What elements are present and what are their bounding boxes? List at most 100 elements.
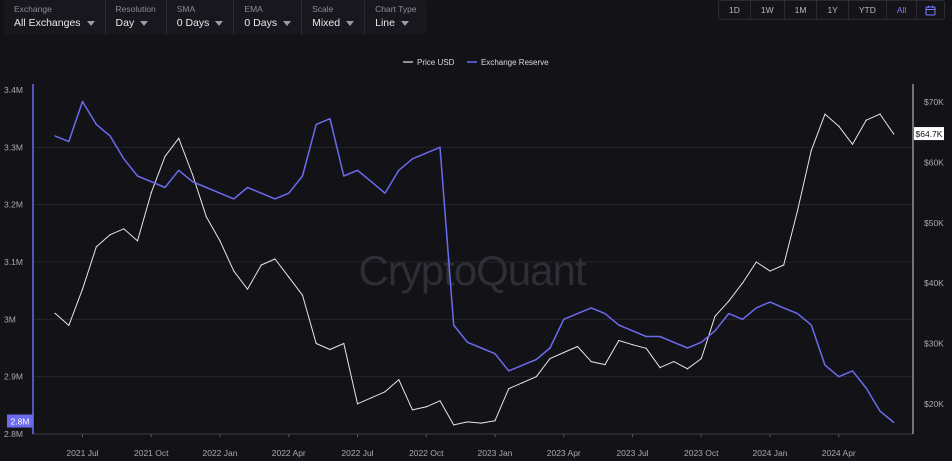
x-axis-tick: 2022 Apr [272,448,306,458]
price-usd-point [411,409,414,411]
exchange-reserve-point [68,141,70,143]
price-usd-point [123,228,125,230]
exchange-reserve-point [563,318,565,320]
price-usd-point [54,312,56,314]
range-all-button[interactable]: All [887,1,918,19]
chart-type-value: Line [375,17,395,29]
x-axis-tick: 2022 Oct [409,448,444,458]
exchange-reserve-point [260,192,262,194]
price-usd-point [604,363,606,366]
left-axis-tick: 3.4M [4,85,23,95]
range-1d-button[interactable]: 1D [719,1,751,19]
exchange-reserve-point [810,324,812,326]
exchange-reserve-point [205,186,207,189]
price-usd-point [68,324,70,326]
range-ytd-button[interactable]: YTD [849,1,887,19]
exchange-reserve-point [494,353,496,355]
price-usd-point [769,270,771,272]
price-usd-point [246,288,249,290]
exchange-reserve-point [466,341,469,343]
exchange-reserve-point [783,307,785,309]
ema-value: 0 Days [244,17,278,29]
price-usd-point [851,143,854,145]
price-usd-point [521,382,524,384]
ema-select[interactable]: EMA 0 Days [234,0,303,35]
reserve-current-badge [7,414,33,428]
exchange-reserve-point [356,169,359,171]
exchange-reserve-point [288,192,290,194]
exchange-reserve-point [480,347,482,349]
legend-reserve-label: Exchange Reserve [481,58,549,67]
price-usd-point [343,342,345,345]
exchange-reserve-point [370,181,372,183]
exchange-reserve-point [164,186,166,189]
sma-select[interactable]: SMA 0 Days [167,0,235,35]
price-usd-point [838,125,840,127]
left-axis-tick: 3.3M [4,142,23,152]
left-axis-tick: 3.1M [4,257,23,267]
exchange-reserve-point [384,192,386,194]
price-usd-point [301,294,304,296]
right-axis-tick: $60K [924,157,944,167]
x-axis-tick: 2023 Oct [684,448,719,458]
series-lines [54,100,895,426]
price-usd-point [191,173,194,176]
chart-type-label: Chart Type [375,4,417,14]
price-usd-point [893,133,895,135]
chevron-down-icon [215,20,224,26]
exchange-value: All Exchanges [14,17,81,29]
sma-label: SMA [176,4,196,14]
calendar-button[interactable] [917,1,944,19]
price-usd-point [81,288,84,290]
x-axis-tick: 2021 Oct [134,448,169,458]
gridlines [33,146,913,378]
chevron-down-icon [283,20,292,26]
price-usd-point [631,344,634,346]
price-usd-point [755,261,757,263]
price-usd-point [356,403,359,405]
exchange-reserve-point [686,347,689,349]
exchange-reserve-point [755,307,757,309]
exchange-reserve-point [879,410,881,412]
scale-select[interactable]: Scale Mixed [302,0,366,35]
price-current-label: $64.7K [916,129,943,139]
current-value-badges: 2.8M $64.7K [7,127,944,428]
exchange-reserve-point [521,364,524,366]
range-1m-button[interactable]: 1M [785,1,818,19]
exchange-reserve-point [95,123,97,125]
exchange-reserve-point [425,152,427,154]
price-usd-point [659,367,661,369]
resolution-select[interactable]: Resolution Day [106,0,167,35]
range-1w-button[interactable]: 1W [751,1,785,19]
exchange-select[interactable]: Exchange All Exchanges [4,0,106,35]
exchange-reserve-point [549,347,551,349]
right-axis-tick: $50K [924,218,944,228]
price-usd-point [879,113,881,115]
left-axis-tick: 2.8M [4,429,23,439]
price-usd-point [274,258,276,260]
price-usd-point [233,270,235,272]
reserve-current-label: 2.8M [11,417,30,427]
chart-type-select[interactable]: Chart Type Line [365,0,426,35]
price-usd-point [549,357,551,360]
price-usd-point [150,191,152,194]
price-usd-point [315,342,317,345]
exchange-reserve-point [439,146,441,148]
price-usd-point [810,149,812,151]
exchange-reserve-point [796,313,799,315]
resolution-label: Resolution [115,4,156,14]
range-1y-button[interactable]: 1Y [817,1,849,19]
left-axis-tick: 2.9M [4,372,23,382]
exchange-reserve-point [123,158,125,160]
exchange-reserve-point [274,198,276,200]
exchange-reserve-point [508,370,510,372]
chevron-down-icon [140,20,149,26]
exchange-reserve-point [219,192,221,194]
price-usd-point [796,210,799,212]
exchange-reserve-point [109,135,111,137]
price-usd-point [178,137,180,139]
exchange-reserve-point [618,324,620,326]
ema-label: EMA [244,4,263,14]
x-axis-tick: 2023 Jan [478,448,513,458]
exchange-label: Exchange [14,4,52,14]
